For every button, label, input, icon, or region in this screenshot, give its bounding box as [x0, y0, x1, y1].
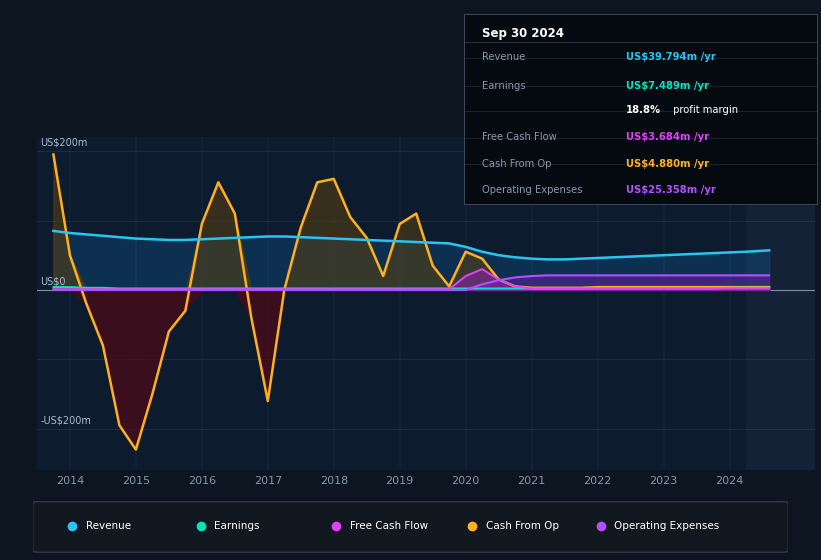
- Text: Cash From Op: Cash From Op: [486, 521, 559, 531]
- Text: Sep 30 2024: Sep 30 2024: [481, 27, 563, 40]
- Bar: [746, 137, 815, 470]
- Text: Free Cash Flow: Free Cash Flow: [481, 132, 557, 142]
- Text: 2015: 2015: [122, 476, 150, 486]
- Text: Revenue: Revenue: [85, 521, 131, 531]
- Text: US$200m: US$200m: [40, 138, 88, 148]
- Text: US$3.684m /yr: US$3.684m /yr: [626, 132, 709, 142]
- Text: profit margin: profit margin: [671, 105, 739, 115]
- Text: 2021: 2021: [517, 476, 546, 486]
- Text: US$7.489m /yr: US$7.489m /yr: [626, 81, 709, 91]
- Text: Cash From Op: Cash From Op: [481, 158, 551, 169]
- Text: US$39.794m /yr: US$39.794m /yr: [626, 52, 716, 62]
- Text: Revenue: Revenue: [481, 52, 525, 62]
- Text: Earnings: Earnings: [481, 81, 525, 91]
- Text: 2020: 2020: [452, 476, 479, 486]
- Text: Operating Expenses: Operating Expenses: [481, 185, 582, 195]
- FancyBboxPatch shape: [33, 502, 788, 552]
- Text: 2019: 2019: [386, 476, 414, 486]
- Text: 2017: 2017: [254, 476, 282, 486]
- Text: 18.8%: 18.8%: [626, 105, 662, 115]
- Text: Operating Expenses: Operating Expenses: [614, 521, 720, 531]
- Text: 2024: 2024: [715, 476, 744, 486]
- Text: 2018: 2018: [319, 476, 348, 486]
- Text: Earnings: Earnings: [214, 521, 259, 531]
- Text: 2023: 2023: [649, 476, 677, 486]
- Text: -US$200m: -US$200m: [40, 416, 91, 425]
- Text: US$4.880m /yr: US$4.880m /yr: [626, 158, 709, 169]
- Text: 2014: 2014: [56, 476, 84, 486]
- Text: US$0: US$0: [40, 277, 66, 287]
- Text: 2022: 2022: [584, 476, 612, 486]
- Text: Free Cash Flow: Free Cash Flow: [350, 521, 429, 531]
- Text: US$25.358m /yr: US$25.358m /yr: [626, 185, 716, 195]
- Text: 2016: 2016: [188, 476, 216, 486]
